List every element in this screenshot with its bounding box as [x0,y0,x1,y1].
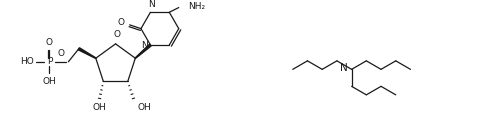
Text: OH: OH [42,77,56,86]
Text: HO: HO [20,57,35,66]
Text: N: N [141,41,148,50]
Text: O: O [113,30,120,39]
Text: N: N [148,1,155,9]
Polygon shape [78,48,96,58]
Text: NH₂: NH₂ [188,2,206,11]
Text: O: O [46,38,53,47]
Text: N: N [340,63,348,73]
Text: O: O [118,19,125,27]
Text: OH: OH [137,103,151,112]
Text: P: P [47,57,52,66]
Text: OH: OH [93,103,107,112]
Text: O: O [57,49,64,58]
Polygon shape [135,44,151,58]
